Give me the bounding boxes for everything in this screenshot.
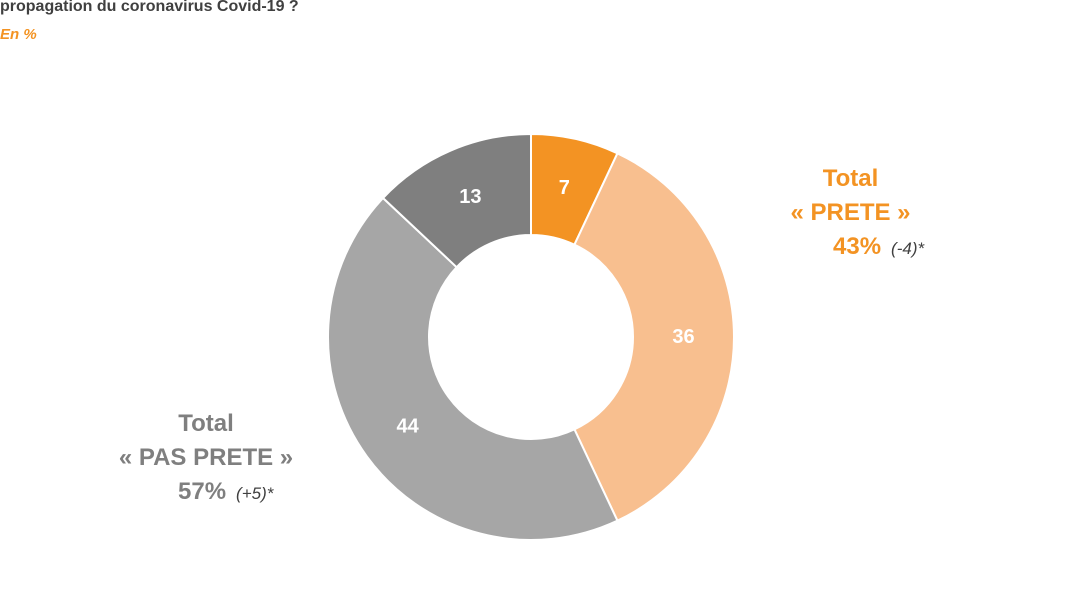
slice-value-label: 13 xyxy=(459,186,481,208)
total-prete-percent: 43% xyxy=(833,233,882,260)
chart-subtitle: En % xyxy=(0,26,37,43)
total-pas-prete-percent: 57% xyxy=(178,478,227,505)
total-pas-prete-value-row: 57% (+5)* xyxy=(96,475,316,511)
slice-value-label: 36 xyxy=(672,326,694,348)
donut-slice-36 xyxy=(573,151,735,523)
total-prete-value-row: 43% (-4)* xyxy=(768,230,933,266)
total-prete-block: Total « PRETE » 43% (-4)* xyxy=(768,162,933,266)
donut-slice-44 xyxy=(327,196,619,541)
total-pas-prete-block: Total « PAS PRETE » 57% (+5)* xyxy=(96,407,316,511)
total-pas-prete-label: « PAS PRETE » xyxy=(118,444,294,471)
chart-title: propagation du coronavirus Covid-19 ? xyxy=(0,0,299,15)
total-pas-prete-heading: Total xyxy=(178,410,234,437)
total-prete-delta: (-4)* xyxy=(891,239,925,258)
donut-slice-13 xyxy=(381,132,532,269)
total-prete-heading: Total xyxy=(822,165,879,192)
slice-value-label: 7 xyxy=(559,177,570,199)
total-pas-prete-delta: (+5)* xyxy=(236,484,274,503)
slice-value-label: 44 xyxy=(396,416,419,438)
total-prete-label: « PRETE » xyxy=(790,199,911,226)
